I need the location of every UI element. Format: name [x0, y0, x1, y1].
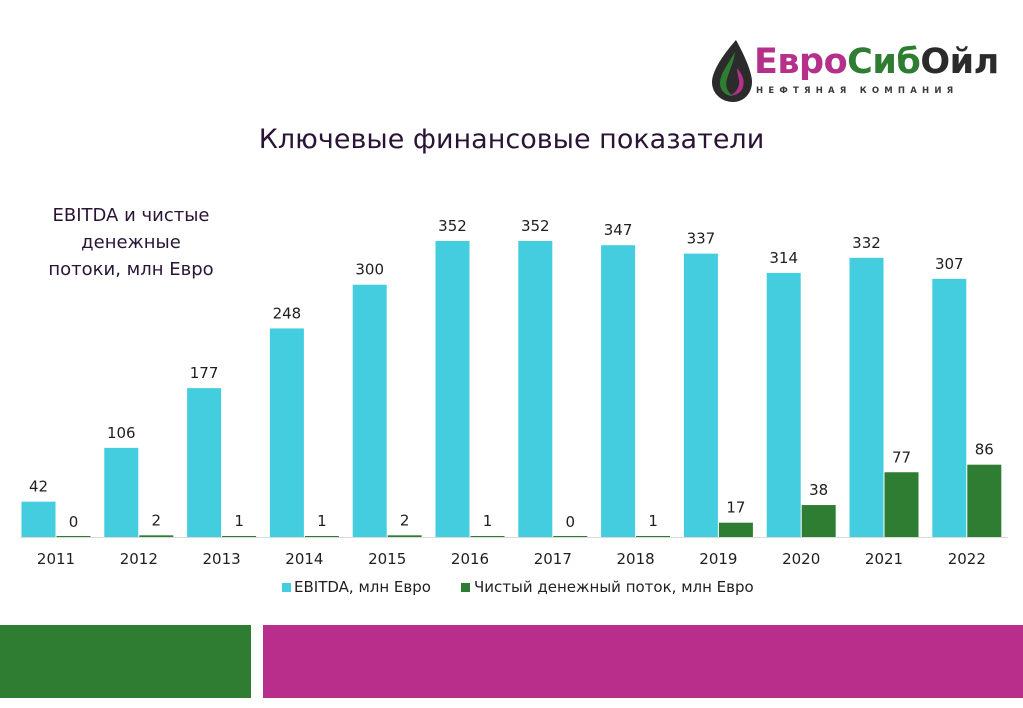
chart-title-line2: потоки, млн Евро — [48, 259, 214, 280]
data-label-ebitda: 300 — [355, 261, 384, 279]
x-tick-label: 2019 — [699, 550, 737, 568]
data-label-net-cash-flow: 77 — [892, 448, 911, 466]
data-label-net-cash-flow: 1 — [234, 512, 244, 530]
bar-net-cash-flow — [967, 464, 1002, 537]
bar-net-cash-flow — [222, 536, 257, 537]
chart-title: EBITDA и чистые денежные потоки, млн Евр… — [0, 202, 262, 283]
bar-net-cash-flow — [553, 536, 588, 537]
legend-swatch-ebitda — [282, 583, 291, 592]
x-tick-label: 2022 — [948, 550, 986, 568]
data-label-ebitda: 347 — [604, 221, 633, 239]
data-label-net-cash-flow: 1 — [648, 512, 658, 530]
page-title: Ключевые финансовые показатели — [258, 124, 765, 155]
logo-name-part1: Евро — [754, 42, 848, 82]
x-tick-label: 2016 — [451, 550, 489, 568]
data-label-ebitda: 314 — [769, 249, 798, 267]
data-label-net-cash-flow: 86 — [975, 441, 994, 459]
data-label-ebitda: 352 — [521, 217, 550, 235]
data-label-net-cash-flow: 0 — [69, 513, 79, 531]
data-label-net-cash-flow: 2 — [152, 511, 162, 529]
bar-net-cash-flow — [139, 535, 174, 537]
oil-drop-logo-icon — [712, 40, 752, 102]
bar-net-cash-flow — [470, 536, 505, 537]
data-label-net-cash-flow: 38 — [809, 481, 828, 499]
legend-swatch-net-cash-flow — [461, 583, 470, 592]
bar-chart: 4202011106220121771201324812014300220153… — [20, 217, 1008, 596]
bar-ebitda — [518, 241, 553, 537]
bar-ebitda — [601, 245, 636, 538]
footer-green-block — [0, 625, 251, 698]
data-label-ebitda: 352 — [438, 217, 467, 235]
data-label-net-cash-flow: 17 — [726, 499, 745, 517]
data-label-ebitda: 337 — [687, 230, 716, 248]
bar-ebitda — [849, 257, 884, 537]
logo-name-part3: Ойл — [920, 42, 999, 82]
x-tick-label: 2021 — [865, 550, 903, 568]
bar-ebitda — [435, 241, 470, 537]
bar-net-cash-flow — [718, 522, 753, 537]
company-logo: ЕвроСибОйл НЕФТЯНАЯ КОМПАНИЯ — [706, 38, 999, 108]
bar-net-cash-flow — [56, 536, 91, 537]
bar-ebitda — [21, 501, 56, 537]
x-tick-label: 2017 — [534, 550, 572, 568]
footer-purple-block — [263, 625, 1023, 698]
bar-net-cash-flow — [884, 472, 919, 537]
bar-net-cash-flow — [387, 535, 422, 537]
data-label-net-cash-flow: 2 — [400, 511, 410, 529]
logo-name-part2: Сиб — [847, 42, 921, 82]
data-label-net-cash-flow: 1 — [317, 512, 327, 530]
bar-net-cash-flow — [636, 536, 671, 537]
bar-net-cash-flow — [801, 505, 836, 537]
bar-ebitda — [766, 272, 801, 537]
data-label-ebitda: 177 — [190, 364, 219, 382]
bar-ebitda — [187, 388, 222, 537]
bar-ebitda — [932, 278, 967, 537]
bar-ebitda — [683, 253, 718, 537]
legend-label-ebitda: EBITDA, млн Евро — [294, 578, 431, 596]
chart-title-line1: EBITDA и чистые денежные — [52, 205, 210, 253]
bar-ebitda — [104, 447, 139, 537]
data-label-ebitda: 332 — [852, 234, 881, 252]
data-label-ebitda: 106 — [107, 424, 136, 442]
legend-label-net-cash-flow: Чистый денежный поток, млн Евро — [474, 578, 754, 596]
x-tick-label: 2013 — [203, 550, 241, 568]
logo-subtitle: НЕФТЯНАЯ КОМПАНИЯ — [756, 86, 959, 96]
x-tick-label: 2018 — [617, 550, 655, 568]
x-tick-label: 2011 — [37, 550, 75, 568]
data-label-ebitda: 42 — [29, 478, 48, 496]
data-label-ebitda: 307 — [935, 255, 964, 273]
x-tick-label: 2014 — [285, 550, 323, 568]
bar-ebitda — [352, 284, 387, 537]
bar-net-cash-flow — [304, 536, 339, 537]
logo-wordmark: ЕвроСибОйл — [754, 42, 999, 82]
x-tick-label: 2012 — [120, 550, 158, 568]
bar-ebitda — [269, 328, 304, 537]
data-label-ebitda: 248 — [273, 304, 302, 322]
x-tick-label: 2020 — [782, 550, 820, 568]
data-label-net-cash-flow: 0 — [566, 513, 576, 531]
data-label-net-cash-flow: 1 — [483, 512, 493, 530]
x-tick-label: 2015 — [368, 550, 406, 568]
